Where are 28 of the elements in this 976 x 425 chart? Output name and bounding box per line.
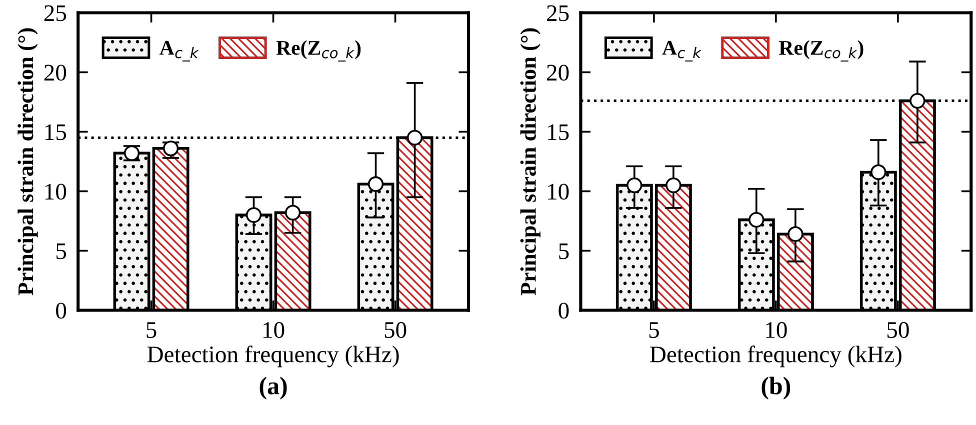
y-tick-label: 10 <box>548 184 569 200</box>
legend-label: Re(Z$_{co_k}$) <box>778 40 864 62</box>
x-tick-label: 5 <box>146 322 156 338</box>
y-tick-label: 20 <box>547 64 569 81</box>
y-tick-label: 0 <box>558 302 569 319</box>
text: (b) <box>762 376 790 400</box>
y-tick-label: 25 <box>547 5 569 22</box>
y-tick-label: 20 <box>44 64 66 81</box>
y-tick-label: 25 <box>44 5 66 22</box>
x-tick-label: 5 <box>649 322 659 338</box>
y-tick-label: 10 <box>45 184 66 200</box>
legend-label: A$_{c_k}$ <box>662 40 702 62</box>
y-axis-title: Principal strain direction (°) <box>18 28 38 296</box>
y-axis-title: Principal strain direction (°) <box>520 28 540 296</box>
x-tick-label: 50 <box>887 322 909 338</box>
x-tick-label: 10 <box>766 322 787 338</box>
y-tick-label: 5 <box>559 243 569 260</box>
x-axis-title: Detection frequency (kHz) <box>650 346 902 368</box>
x-tick-label: 50 <box>384 322 406 338</box>
y-tick-label: 15 <box>548 124 569 140</box>
y-tick-label: 0 <box>56 302 66 319</box>
y-tick-label: 15 <box>45 124 66 140</box>
x-tick-label: 10 <box>264 322 284 338</box>
text: (a) <box>260 376 287 400</box>
legend-label: Re(Z$_{co_k}$) <box>276 40 361 62</box>
legend-label: A$_{c_k}$ <box>160 40 199 62</box>
y-tick-label: 5 <box>56 243 66 260</box>
x-axis-title: Detection frequency (kHz) <box>147 346 399 368</box>
